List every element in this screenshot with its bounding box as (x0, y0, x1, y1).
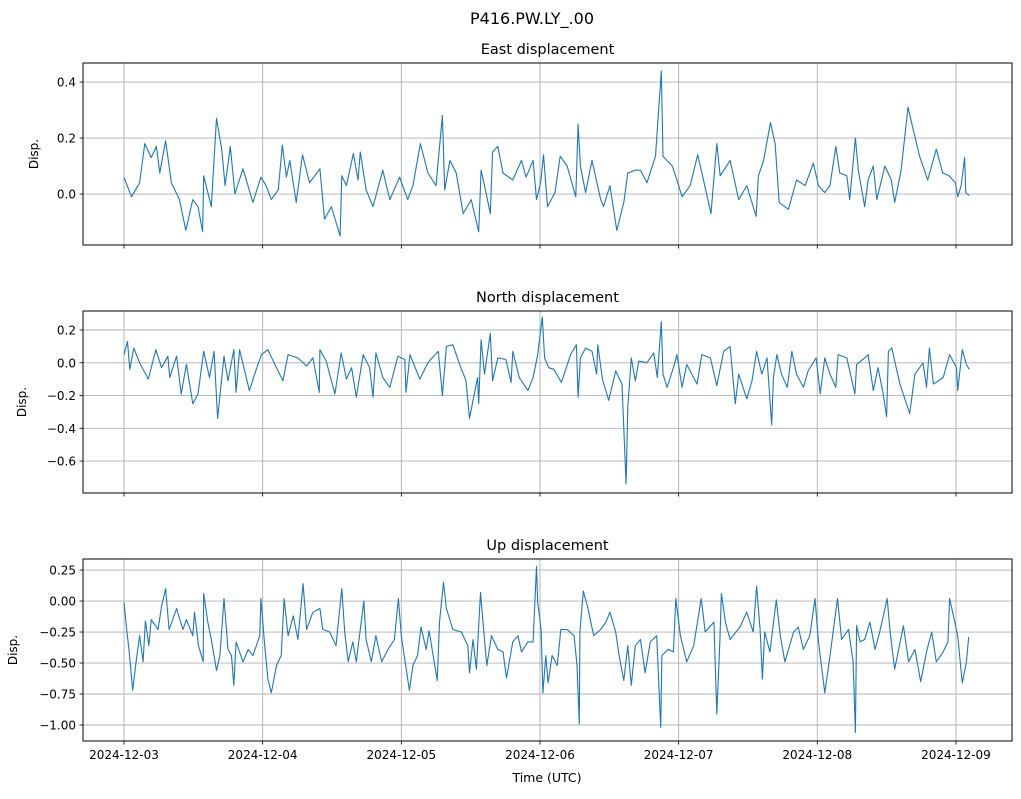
y-tick-label: 0.2 (57, 132, 76, 146)
x-tick-label: 2024-12-09 (921, 748, 991, 762)
x-tick-label: 2024-12-07 (644, 748, 714, 762)
y-tick-label: −0.6 (47, 455, 76, 469)
data-series-line (123, 565, 970, 733)
x-tick-label: 2024-12-04 (228, 748, 298, 762)
axes-frame (82, 310, 1013, 494)
y-tick-label: −0.25 (39, 626, 76, 640)
axes-frame (82, 558, 1013, 742)
subplot-north: North displacement −0.6 −0.4 −0.2 0.0 0.2 Disp… (15, 290, 1013, 497)
y-axis-label: Disp. (6, 635, 20, 665)
y-tick-label: 0.2 (57, 324, 76, 338)
y-tick-label: −0.75 (39, 688, 76, 702)
y-axis-label: Disp. (27, 139, 41, 169)
subplot-up: Up displacement −1.00 −0.75 −0.50 −0.25 0.00 0… (6, 538, 1013, 762)
y-tick-label: 0.25 (49, 564, 76, 578)
axes-frame (82, 62, 1013, 246)
y-axis-label: Disp. (15, 387, 29, 417)
x-tick-label: 2024-12-06 (505, 748, 575, 762)
subplot-title: Up displacement (486, 538, 608, 554)
x-tick-label: 2024-12-05 (366, 748, 436, 762)
y-tick-label: 0.0 (57, 356, 76, 370)
y-tick-label: 0.4 (57, 76, 76, 90)
x-tick-label: 2024-12-03 (89, 748, 159, 762)
x-tick-label: 2024-12-08 (782, 748, 852, 762)
data-series-line (123, 316, 970, 485)
data-series-line (123, 70, 970, 237)
y-tick-label: 0.0 (57, 188, 76, 202)
y-tick-label: −0.4 (47, 422, 76, 436)
subplot-title: East displacement (481, 42, 615, 58)
subplot-east: East displacement 0.0 0.2 0.4 Disp. (27, 42, 1013, 249)
subplot-title: North displacement (476, 290, 619, 306)
y-tick-label: 0.00 (49, 595, 76, 609)
y-tick-label: −0.2 (47, 389, 76, 403)
y-tick-label: −0.50 (39, 657, 76, 671)
figure-title: P416.PW.LY_.00 (470, 9, 594, 29)
x-axis-label: Time (UTC) (511, 770, 581, 785)
y-tick-label: −1.00 (39, 719, 76, 733)
